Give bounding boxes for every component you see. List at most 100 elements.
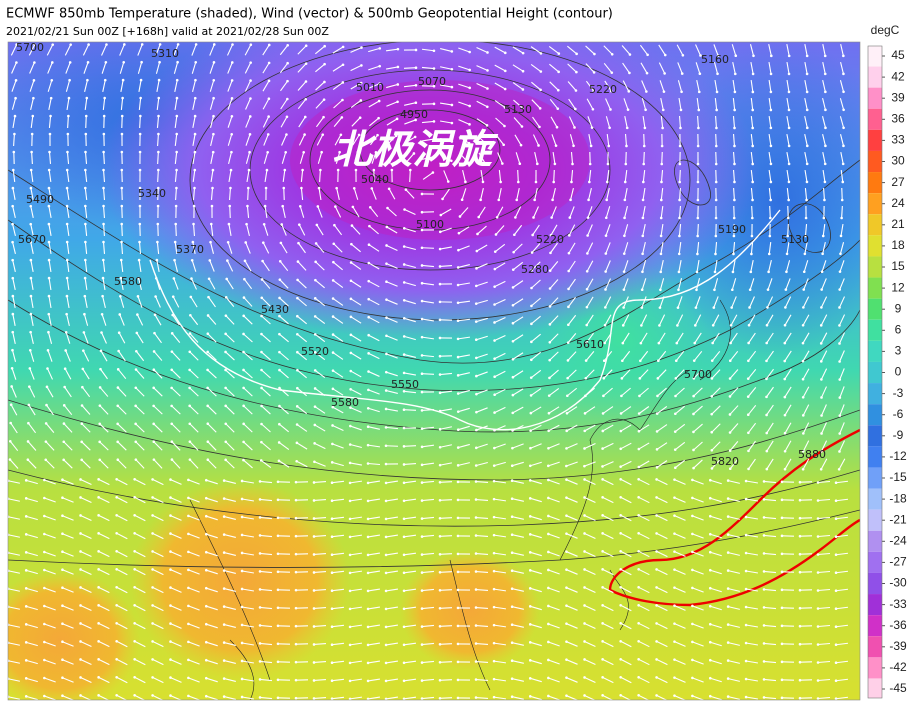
wind-arrow bbox=[351, 243, 361, 253]
wind-arrow bbox=[750, 260, 754, 272]
colorbar-cell bbox=[868, 277, 882, 299]
wind-arrow-head bbox=[691, 478, 694, 482]
wind-arrow bbox=[586, 98, 594, 110]
wind-arrow bbox=[494, 46, 506, 54]
wind-arrow bbox=[279, 315, 289, 325]
wind-arrow bbox=[246, 224, 250, 236]
wind-arrow-head bbox=[24, 497, 28, 500]
wind-arrow bbox=[152, 478, 164, 486]
colorbar-tick-label: -39 bbox=[889, 639, 907, 653]
wind-arrow-head bbox=[485, 124, 489, 127]
wind-arrow-head bbox=[474, 678, 478, 681]
wind-arrow bbox=[530, 406, 542, 414]
wind-arrow-head bbox=[547, 446, 550, 450]
wind-arrow bbox=[334, 134, 342, 146]
wind-arrow-head bbox=[565, 532, 568, 535]
wind-arrow bbox=[697, 115, 699, 129]
wind-arrow bbox=[493, 696, 507, 700]
colorbar-cell bbox=[868, 256, 882, 278]
wind-arrow-head bbox=[294, 498, 298, 502]
wind-arrow bbox=[121, 223, 123, 237]
wind-arrow bbox=[656, 442, 668, 450]
wind-arrow-head bbox=[550, 216, 553, 219]
wind-arrow bbox=[48, 169, 52, 183]
wind-arrow bbox=[27, 459, 37, 469]
wind-arrow bbox=[835, 624, 849, 628]
wind-arrow-head bbox=[348, 517, 352, 521]
wind-arrow bbox=[98, 604, 110, 612]
wind-arrow bbox=[531, 243, 541, 253]
wind-arrow bbox=[134, 532, 146, 540]
wind-arrow bbox=[638, 676, 650, 684]
wind-arrow-head bbox=[583, 640, 586, 643]
wind-arrow bbox=[549, 369, 559, 379]
wind-arrow-head bbox=[695, 288, 698, 292]
wind-arrow-head bbox=[84, 132, 88, 136]
wind-arrow-head bbox=[314, 260, 317, 264]
wind-arrow bbox=[385, 66, 399, 70]
wind-arrow-head bbox=[8, 497, 10, 501]
wind-arrow-head bbox=[678, 180, 681, 184]
wind-arrow bbox=[225, 351, 235, 361]
wind-arrow bbox=[766, 350, 774, 362]
wind-arrow bbox=[457, 354, 471, 358]
wind-arrow bbox=[243, 278, 253, 290]
wind-arrow-head bbox=[97, 694, 100, 697]
wind-arrow-head bbox=[726, 479, 730, 482]
wind-arrow-head bbox=[574, 89, 578, 92]
wind-arrow-head bbox=[187, 550, 190, 554]
wind-arrow bbox=[206, 659, 218, 665]
wind-arrow bbox=[66, 295, 70, 309]
wind-arrow bbox=[728, 552, 740, 556]
wind-arrow-head bbox=[601, 429, 605, 433]
wind-arrow-head bbox=[97, 676, 100, 679]
wind-arrow-head bbox=[414, 66, 418, 70]
wind-arrow bbox=[713, 44, 719, 56]
wind-arrow-head bbox=[330, 499, 334, 503]
wind-arrow-head bbox=[170, 404, 173, 408]
wind-arrow bbox=[245, 152, 251, 164]
wind-arrow-head bbox=[331, 405, 335, 409]
wind-arrow bbox=[134, 496, 146, 504]
wind-arrow bbox=[478, 206, 486, 218]
wind-arrow-head bbox=[43, 586, 46, 590]
wind-arrow-head bbox=[29, 312, 33, 316]
wind-arrow-head bbox=[657, 359, 660, 363]
wind-arrow-head bbox=[61, 658, 64, 662]
wind-arrow-head bbox=[61, 532, 64, 536]
wind-arrow bbox=[101, 332, 107, 344]
wind-arrow-head bbox=[623, 198, 627, 202]
wind-arrow-head bbox=[276, 534, 280, 538]
wind-arrow-head bbox=[135, 331, 139, 335]
wind-arrow-head bbox=[24, 677, 28, 680]
wind-arrow bbox=[259, 498, 273, 502]
wind-arrow bbox=[332, 388, 344, 396]
wind-arrow bbox=[224, 606, 236, 610]
wind-arrow-head bbox=[43, 676, 46, 680]
wind-arrow bbox=[44, 605, 56, 611]
wind-arrow-head bbox=[312, 661, 316, 664]
wind-arrow-head bbox=[206, 422, 210, 426]
wind-arrow bbox=[247, 187, 249, 201]
wind-arrow bbox=[30, 242, 34, 254]
wind-arrow bbox=[569, 134, 575, 146]
wind-arrow bbox=[802, 386, 810, 398]
wind-arrow-head bbox=[475, 428, 478, 432]
wind-arrow-head bbox=[102, 240, 105, 244]
wind-arrow bbox=[117, 405, 127, 415]
wind-arrow bbox=[514, 206, 522, 218]
wind-arrow-head bbox=[384, 462, 388, 466]
wind-arrow bbox=[784, 296, 792, 308]
wind-arrow bbox=[713, 62, 719, 74]
wind-arrow bbox=[584, 424, 596, 432]
wind-arrow bbox=[134, 676, 146, 684]
wind-arrow bbox=[30, 224, 34, 236]
wind-arrow bbox=[822, 169, 826, 183]
wind-arrow bbox=[530, 497, 542, 503]
wind-arrow bbox=[332, 352, 344, 360]
wind-arrow bbox=[385, 480, 399, 484]
wind-arrow-head bbox=[64, 349, 67, 352]
wind-arrow bbox=[155, 278, 161, 290]
wind-arrow-head bbox=[357, 133, 361, 137]
wind-arrow-head bbox=[312, 553, 316, 556]
